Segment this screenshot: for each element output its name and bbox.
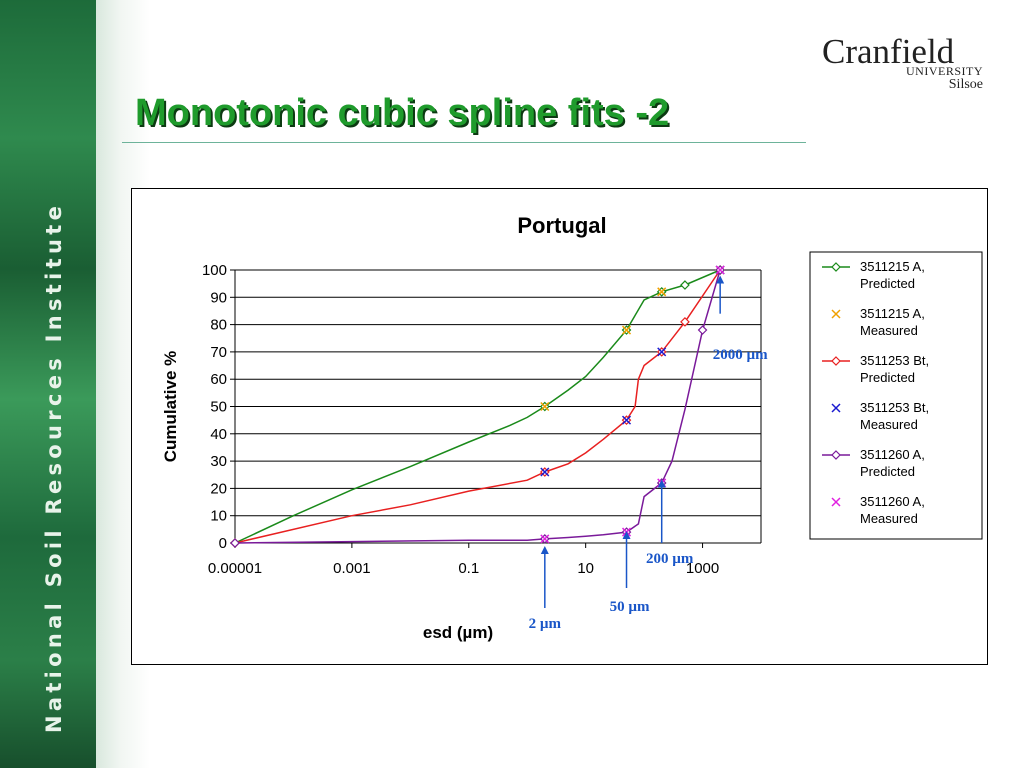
chart-svg: Portugal 0 10 20 30 40 50 60 70 80 90 100 0.00001 0.0… (161, 213, 983, 642)
legend-label-4-line1: 3511260 A, (860, 447, 925, 462)
series-5-point-3 (715, 265, 725, 275)
series-4-point-14 (697, 325, 708, 335)
tick-label-y-50: 50 (210, 399, 227, 416)
title-underline (122, 142, 806, 143)
legend-marker-1 (831, 309, 841, 319)
legend-label-1-line2: Measured (860, 323, 918, 338)
tick-label-x-0: 0.00001 (208, 560, 262, 577)
tick-label-y-90: 90 (210, 289, 227, 306)
annotation-arrowhead-1 (622, 531, 631, 539)
series-line-2 (234, 269, 721, 544)
sidebar-institute-text: National Soil Resources Institute (42, 201, 66, 733)
series-1-point-0 (540, 401, 550, 412)
tick-label-x-1: 0.001 (333, 560, 371, 577)
legend-box (809, 251, 983, 540)
annotation-arrowhead-2 (657, 479, 666, 488)
annotation-label-2: 200 µm (646, 551, 694, 567)
slide-title: Monotonic cubic spline fits -2 (135, 92, 670, 134)
chart-title: Portugal (517, 213, 606, 238)
series-4-point-0 (230, 538, 240, 548)
tick-label-y-40: 40 (210, 426, 227, 443)
tick-label-y-20: 20 (210, 480, 227, 497)
tick-label-x-3: 10 (577, 560, 594, 577)
legend-marker-3 (831, 403, 841, 413)
logo-campus: Silsoe (948, 77, 983, 92)
tick-label-x-2: 0.1 (458, 560, 479, 577)
series-2-point-14 (680, 317, 690, 327)
annotation-label-1: 50 µm (610, 599, 650, 615)
legend-label-3-line1: 3511253 Bt, (860, 400, 929, 415)
legend-label-0-line2: Predicted (860, 276, 915, 291)
x-axis-label: esd (µm) (423, 623, 493, 642)
chart-container: Portugal 0 10 20 30 40 50 60 70 80 90 100 0.00001 0.0… (131, 188, 988, 665)
legend-marker-4 (831, 450, 841, 460)
university-logo: Cranfield UNIVERSITY Silsoe (818, 30, 986, 95)
y-axis-label: Cumulative % (161, 351, 180, 462)
tick-label-y-30: 30 (210, 453, 227, 470)
legend-marker-2 (831, 356, 841, 366)
series-1-point-1 (621, 325, 632, 335)
series-line-4 (234, 269, 721, 544)
sidebar-banner (0, 0, 96, 768)
series-3-point-1 (621, 415, 632, 425)
tick-label-y-10: 10 (210, 508, 227, 525)
series-1-point-2 (657, 287, 667, 297)
legend-marker-5 (831, 497, 841, 507)
annotation-label-3: 2000 µm (713, 347, 768, 363)
tick-label-x-4: 1000 (686, 560, 719, 577)
legend-label-0-line1: 3511215 A, (860, 259, 925, 274)
legend-label-4-line2: Predicted (860, 464, 915, 479)
annotation-arrowhead-3 (716, 275, 725, 284)
tick-label-y-80: 80 (210, 317, 227, 334)
logo-university: UNIVERSITY (906, 64, 983, 78)
series-3-point-2 (657, 347, 667, 357)
series-0-point-14 (680, 280, 690, 290)
legend-label-5-line1: 3511260 A, (860, 494, 925, 509)
tick-label-y-100: 100 (202, 262, 227, 279)
legend-label-2-line2: Predicted (860, 370, 915, 385)
tick-label-y-70: 70 (210, 344, 227, 361)
legend-label-3-line2: Measured (860, 417, 918, 432)
legend-label-1-line1: 3511215 A, (860, 306, 925, 321)
series-line-0 (234, 269, 721, 544)
legend-marker-0 (831, 262, 841, 272)
logo-name: Cranfield (822, 32, 955, 71)
annotation-label-0: 2 µm (529, 616, 562, 632)
legend-label-2-line1: 3511253 Bt, (860, 353, 929, 368)
tick-label-y-60: 60 (210, 371, 227, 388)
legend-label-5-line2: Measured (860, 511, 918, 526)
series-5-point-0 (540, 534, 550, 544)
tick-label-y-0: 0 (219, 535, 227, 552)
series-3-point-0 (540, 467, 550, 477)
annotation-arrowhead-0 (540, 546, 549, 554)
